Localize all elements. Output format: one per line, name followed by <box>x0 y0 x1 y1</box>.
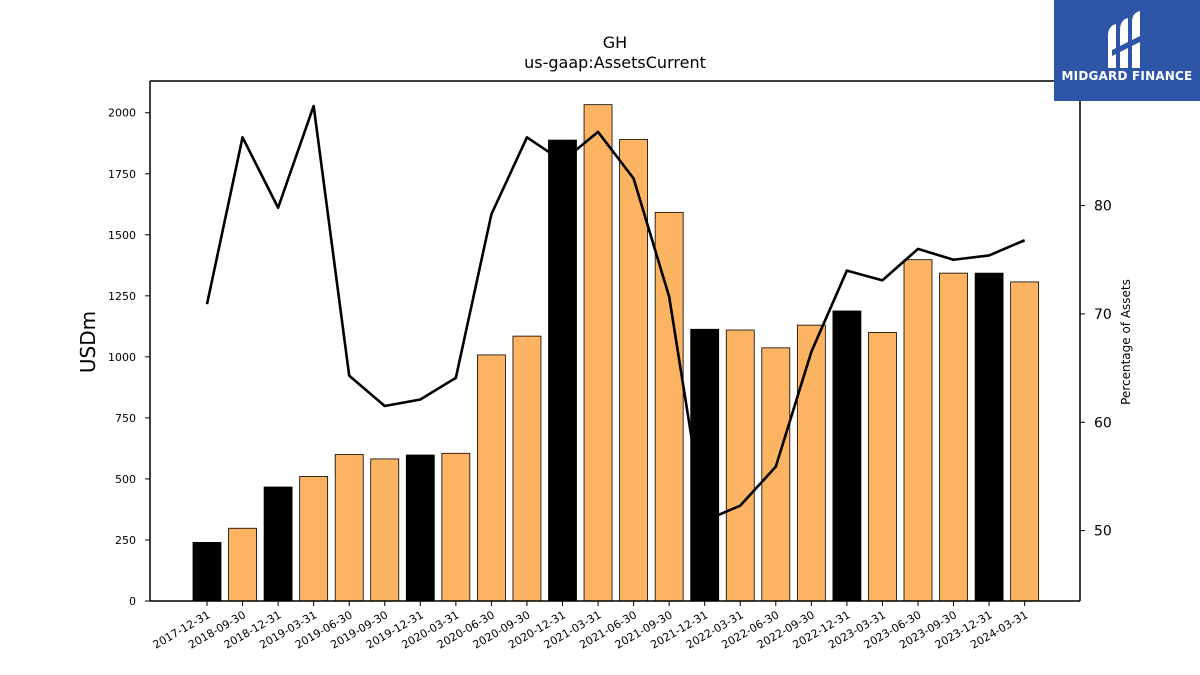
bar-2019-06-30 <box>334 454 364 602</box>
right-tick-label: 60 <box>1094 415 1112 431</box>
bar-2023-12-31 <box>974 272 1004 602</box>
bar-2022-03-31 <box>725 329 755 602</box>
brand-logo: MIDGARD FINANCE <box>1054 0 1200 101</box>
bar-2018-09-30 <box>228 527 257 602</box>
right-axis-ticks: 50 60 70 80 <box>1080 199 1112 540</box>
title-group: GH us-gaap:AssetsCurrent <box>524 33 706 72</box>
bar-2024-03-31 <box>1010 281 1040 602</box>
left-tick-label: 1500 <box>108 229 136 242</box>
bar-2019-12-31 <box>405 454 435 602</box>
right-tick-label: 50 <box>1094 524 1112 540</box>
chart-subtitle: us-gaap:AssetsCurrent <box>524 53 706 72</box>
axes-group <box>149 80 1081 602</box>
right-tick-label: 80 <box>1094 199 1112 215</box>
chart-title: GH <box>603 33 627 52</box>
bar-2021-03-31 <box>583 104 613 602</box>
bar-2020-12-31 <box>548 139 577 602</box>
bar-2017-12-31 <box>192 542 222 602</box>
bar-2023-09-30 <box>939 272 968 602</box>
bars-group <box>192 104 1040 602</box>
line-series <box>205 104 1026 523</box>
bar-2021-06-30 <box>619 138 648 602</box>
bar-2022-09-30 <box>796 324 826 602</box>
left-tick-label: 2000 <box>108 107 136 120</box>
left-tick-label: 1750 <box>108 168 136 181</box>
logo-text: MIDGARD FINANCE <box>1061 69 1193 83</box>
left-tick-label: 1250 <box>108 290 136 303</box>
left-tick-label: 500 <box>115 473 136 486</box>
bar-2018-12-31 <box>263 486 293 602</box>
bar-2023-06-30 <box>903 259 933 602</box>
right-tick-label: 70 <box>1094 307 1112 323</box>
left-tick-label: 1000 <box>108 351 136 364</box>
bar-2022-06-30 <box>761 347 791 602</box>
bar-2020-03-31 <box>441 452 471 602</box>
left-tick-label: 0 <box>129 595 136 608</box>
left-tick-label: 750 <box>115 412 136 425</box>
bar-2023-03-31 <box>868 332 897 602</box>
y-axis-label: USDm <box>76 311 100 373</box>
bar-2019-09-30 <box>370 458 400 602</box>
bar-2019-03-31 <box>299 476 329 602</box>
left-tick-label: 250 <box>115 534 136 547</box>
x-axis-ticks: 2017-12-312018-09-302018-12-312019-03-31… <box>151 601 1030 652</box>
bar-2020-09-30 <box>512 335 542 602</box>
bar-2022-12-31 <box>832 310 862 602</box>
midgard-mark-icon <box>1108 11 1144 68</box>
bar-2021-09-30 <box>654 211 684 602</box>
bar-2020-06-30 <box>476 354 506 602</box>
left-axis-ticks: 0 250 500 750 1000 1250 1500 1750 2000 <box>108 107 150 608</box>
line-group <box>205 104 1026 523</box>
y2-axis-label: Percentage of Assets <box>1119 279 1133 405</box>
